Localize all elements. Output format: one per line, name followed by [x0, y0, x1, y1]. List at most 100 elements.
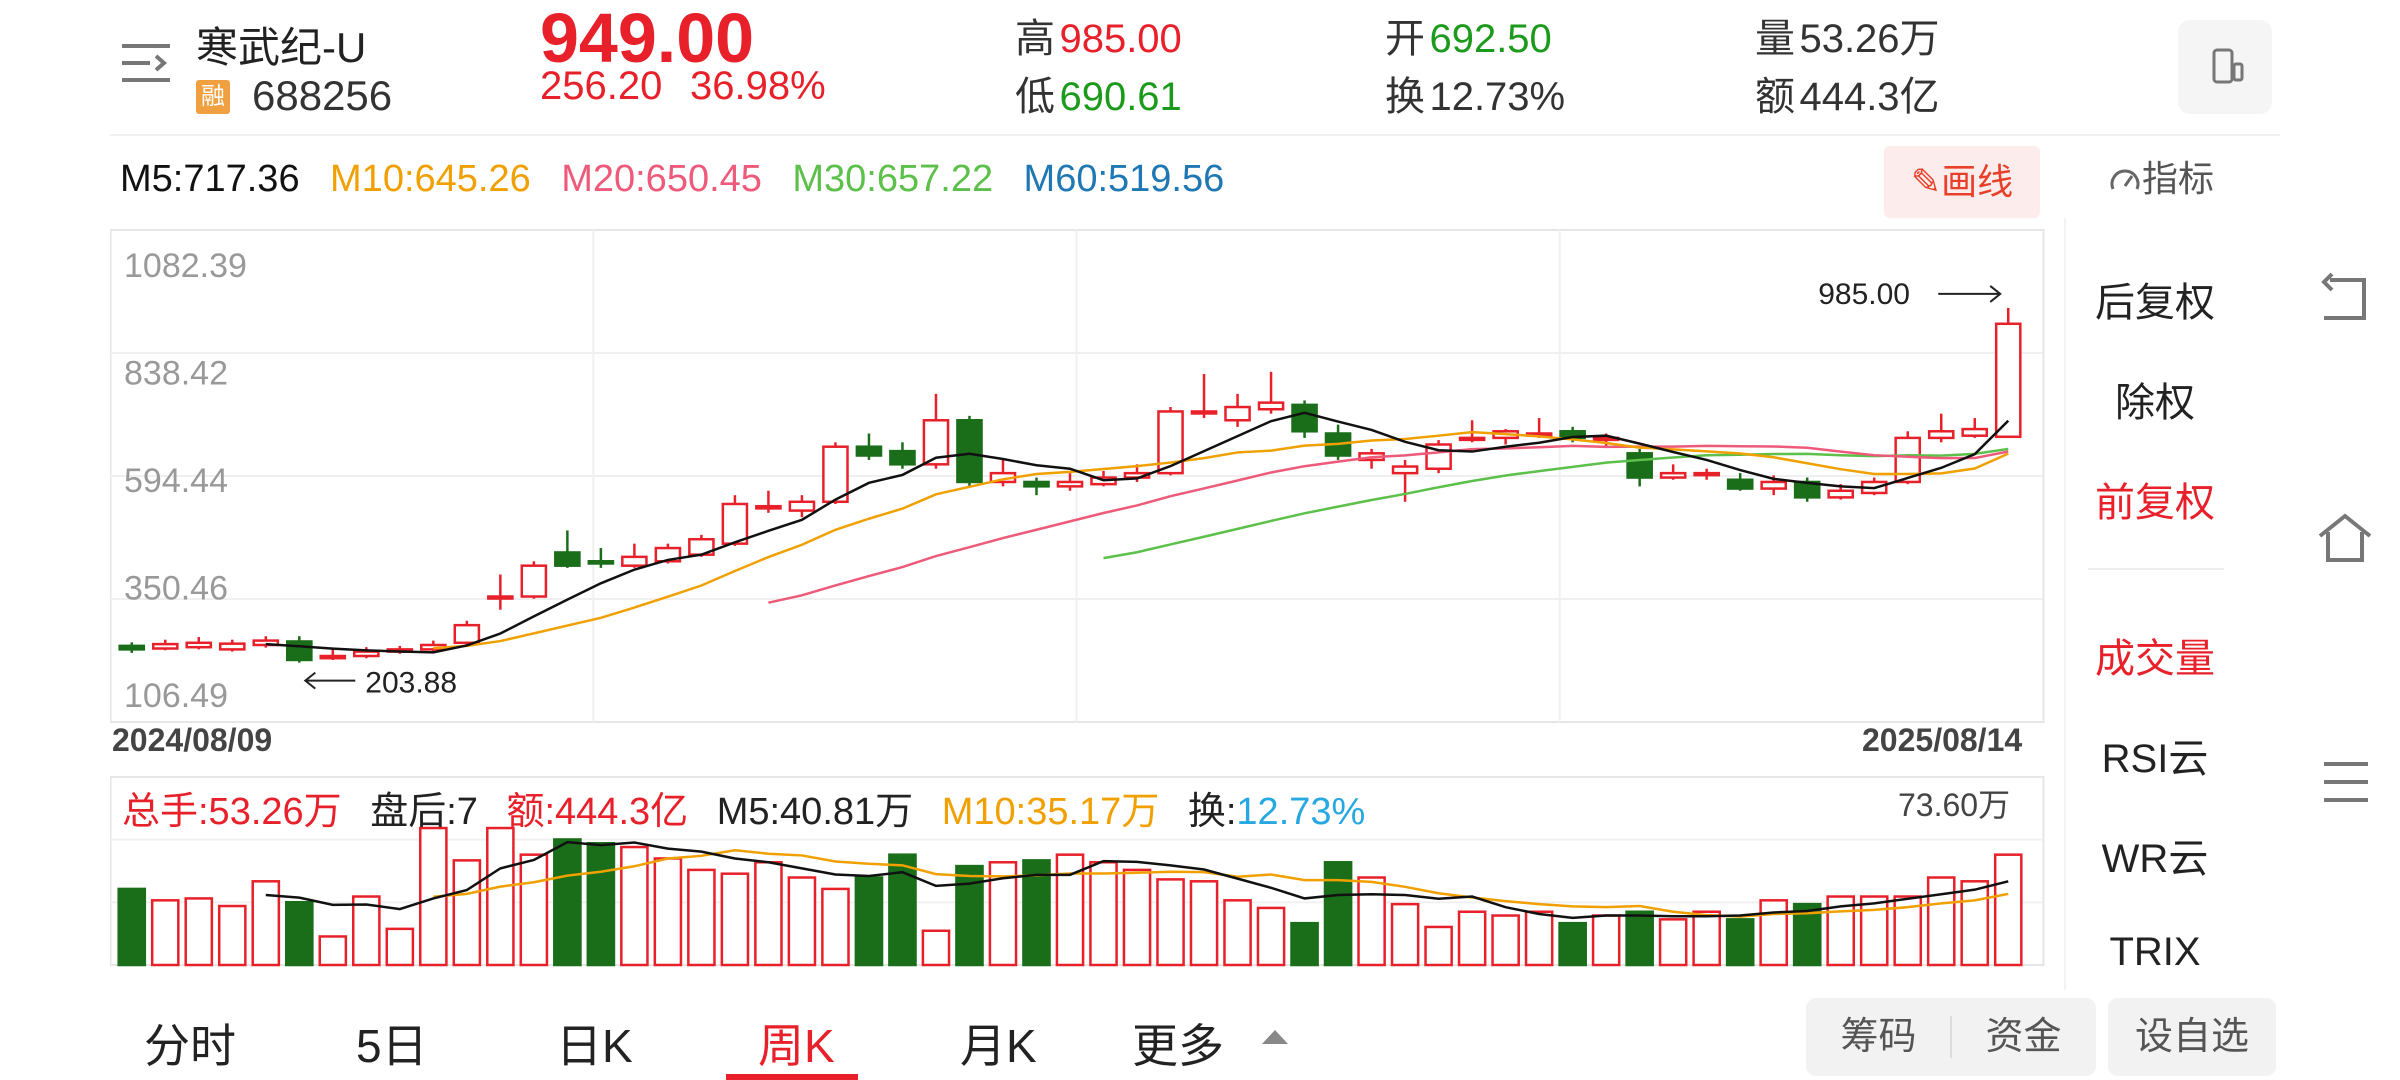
candle-body	[1391, 465, 1419, 475]
max-arrowhead	[1989, 285, 2002, 303]
candle-body	[1961, 427, 1989, 437]
candle-body	[621, 555, 648, 567]
indicator-button[interactable]: 指标	[2108, 150, 2214, 202]
ma10-value: M10:645.26	[330, 158, 531, 200]
tab-monthly-k[interactable]: 月K	[960, 1020, 1037, 1072]
volume-bar	[854, 876, 884, 967]
price-change-pct: 36.98%	[690, 64, 826, 108]
volume-bar	[1960, 880, 1990, 967]
volume-bar	[787, 876, 817, 967]
volume-bar	[821, 887, 850, 967]
volume-bar	[452, 859, 482, 967]
volume-bar	[1591, 914, 1621, 967]
candle-body	[554, 551, 581, 567]
amount-value: 444.3亿	[1799, 75, 1940, 119]
draw-line-label: 画线	[1941, 161, 2014, 202]
amount-stat: 额 444.3亿	[1755, 64, 1940, 122]
volume-amount: 额:444.3亿	[506, 791, 689, 833]
candle-body	[487, 595, 514, 600]
ma60-value: M60:519.56	[1023, 158, 1225, 200]
margin-badge: 融	[196, 80, 230, 114]
panel-item-volume[interactable]: 成交量	[2095, 637, 2215, 681]
turnover-label: 换	[1385, 75, 1425, 119]
volume-bar	[1089, 861, 1118, 967]
tab-intraday[interactable]: 分时	[144, 1020, 236, 1072]
volume-bar	[1491, 914, 1520, 967]
side-panel	[2064, 218, 2248, 990]
y-tick-label: 838.42	[124, 355, 228, 393]
turnover-rate: 12.73%	[1236, 791, 1366, 833]
caret-up-icon[interactable]	[1262, 1030, 1288, 1044]
volume-bar	[1625, 910, 1654, 967]
funds-button[interactable]: 资金	[1985, 1016, 2062, 1058]
volume-bar	[586, 842, 616, 967]
home-icon[interactable]	[2314, 510, 2376, 571]
back-icon[interactable]	[2318, 272, 2374, 329]
candle-body	[151, 642, 179, 650]
draw-line-button[interactable]: ✎画线	[1884, 146, 2040, 218]
volume-ma-line-m5	[265, 840, 2009, 920]
candle-body	[889, 449, 916, 466]
volume-bar	[150, 899, 180, 967]
candle-body	[755, 504, 782, 510]
candle-body	[1023, 480, 1050, 488]
volume-total: 总手:53.26万	[122, 791, 342, 833]
volume-bar	[1323, 861, 1353, 967]
candlestick-chart[interactable]: 1082.39 838.42 594.44 350.46 106.49 985.00 203…	[110, 225, 2045, 725]
candle-body	[185, 641, 213, 649]
volume-chart[interactable]	[110, 775, 2045, 970]
y-tick-label: 106.49	[124, 677, 228, 715]
y-tick-label: 350.46	[124, 570, 228, 608]
volume-bar	[687, 868, 716, 967]
stock-name: 寒武纪-U	[196, 24, 367, 71]
volume-bar	[720, 872, 750, 967]
phone-rotate-icon	[2212, 48, 2244, 84]
candle-body	[520, 564, 548, 598]
volume-bar	[1290, 921, 1319, 967]
candle-body	[1927, 430, 1955, 440]
candle-body	[1626, 452, 1653, 479]
volume-bar	[1223, 899, 1252, 967]
candle-body	[1458, 436, 1486, 442]
volume-bar	[1424, 925, 1453, 967]
high-value: 985.00	[1059, 17, 1182, 61]
panel-item-pre-adjusted[interactable]: 前复权	[2095, 481, 2215, 525]
volume-bar	[1156, 878, 1185, 967]
chips-button[interactable]: 筹码	[1840, 1016, 1917, 1058]
volume-bar	[486, 826, 515, 967]
tab-daily-k[interactable]: 日K	[556, 1020, 633, 1072]
candle-body	[822, 445, 849, 504]
candle-body	[956, 419, 983, 484]
volume-bar	[184, 897, 214, 967]
volume-m5: M5:40.81万	[716, 791, 914, 833]
min-arrowhead	[303, 671, 316, 690]
ma-line-m30	[1103, 447, 2009, 560]
volume-bar	[1759, 899, 1789, 967]
ma-line-m10	[433, 430, 2009, 650]
tab-more[interactable]: 更多	[1132, 1020, 1224, 1072]
menu-icon[interactable]	[120, 40, 172, 86]
recent-apps-icon[interactable]	[2320, 760, 2372, 809]
candle-body	[1659, 471, 1687, 479]
volume-bar	[1524, 910, 1554, 967]
price-change: 256.20	[540, 64, 663, 108]
panel-item-trix[interactable]: TRIX	[2109, 930, 2201, 974]
active-tab-indicator	[726, 1074, 858, 1080]
panel-item-rsi[interactable]: RSI云	[2101, 737, 2209, 781]
candle-body	[1056, 480, 1084, 488]
candle-body	[118, 644, 146, 651]
header-divider	[110, 134, 2280, 136]
volume-bar	[251, 880, 281, 967]
volume-bar	[1859, 895, 1889, 967]
panel-item-post-adjusted[interactable]: 后复权	[2095, 281, 2215, 325]
tab-weekly-k[interactable]: 周K	[758, 1020, 835, 1072]
candle-body	[1425, 443, 1452, 470]
candle-body	[788, 500, 816, 512]
panel-item-wr[interactable]: WR云	[2101, 837, 2209, 881]
ma20-value: M20:650.45	[561, 158, 762, 200]
landscape-toggle-button[interactable]	[2178, 20, 2272, 114]
high-stat: 高 985.00	[1015, 6, 1182, 64]
tab-5day[interactable]: 5日	[356, 1020, 428, 1072]
add-watchlist-button[interactable]: 设自选	[2108, 998, 2276, 1076]
panel-item-ex-rights[interactable]: 除权	[2115, 381, 2195, 425]
